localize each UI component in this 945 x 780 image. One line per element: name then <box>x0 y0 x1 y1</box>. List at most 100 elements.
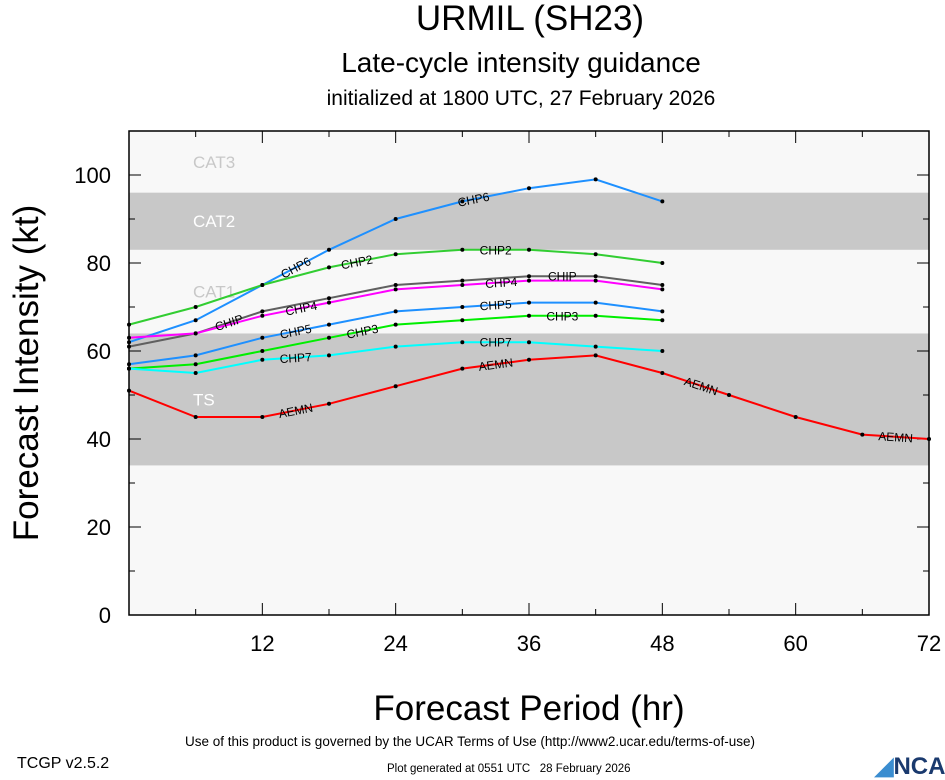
data-point-aemn <box>260 415 265 419</box>
series-label-chp3: CHP3 <box>546 309 578 323</box>
data-point-chp5 <box>393 309 398 314</box>
data-point-chp6 <box>660 199 665 204</box>
data-point-chip <box>393 283 398 287</box>
data-point-chp7 <box>393 344 398 349</box>
x-tick-label: 36 <box>517 631 541 656</box>
data-point-chp3 <box>393 322 398 327</box>
data-point-aemn <box>127 388 131 393</box>
data-point-chp7 <box>527 340 531 345</box>
data-point-chip <box>260 309 265 314</box>
data-point-chp6 <box>460 199 465 204</box>
data-point-chp2 <box>593 252 598 257</box>
data-point-chp3 <box>527 313 531 318</box>
series-label-chp5: CHP5 <box>279 322 313 342</box>
data-point-chip <box>593 274 598 279</box>
data-point-chip <box>127 344 131 349</box>
data-point-chp7 <box>260 357 265 362</box>
data-point-chp4 <box>593 278 598 283</box>
data-point-chp5 <box>660 309 665 314</box>
y-tick-label: 40 <box>87 427 111 452</box>
data-point-chip <box>527 274 531 279</box>
y-axis-label: Forecast Intensity (kt) <box>7 205 46 541</box>
x-tick-label: 48 <box>650 631 674 656</box>
ncar-logo: ◢NCAR <box>875 753 945 780</box>
data-point-aemn <box>593 353 598 358</box>
series-label-aemn: AEMN <box>478 355 514 373</box>
series-label-chp4: CHP4 <box>485 275 518 291</box>
chart-title: URMIL (SH23) <box>416 0 644 38</box>
data-point-aemn <box>793 415 798 419</box>
data-point-chp4 <box>260 313 265 318</box>
data-point-chp5 <box>327 322 331 327</box>
data-point-chp2 <box>527 247 531 252</box>
y-tick-label: 20 <box>87 515 111 540</box>
data-point-chp5 <box>527 300 531 305</box>
data-point-chp5 <box>593 300 598 305</box>
generated-text: Plot generated at 0551 UTC 28 February 2… <box>387 763 631 775</box>
version-label: TCGP v2.5.2 <box>17 755 110 772</box>
data-point-chp2 <box>393 252 398 257</box>
data-point-chp4 <box>460 283 465 287</box>
data-point-chp5 <box>460 305 465 309</box>
data-point-chp7 <box>193 371 198 375</box>
data-point-chp4 <box>393 287 398 292</box>
data-point-chip <box>460 278 465 283</box>
band-cat1 <box>129 249 929 334</box>
data-point-aemn <box>660 371 665 375</box>
data-point-chp6 <box>193 318 198 323</box>
data-point-aemn <box>860 432 865 437</box>
data-point-chp3 <box>460 318 465 323</box>
y-tick-label: 100 <box>74 163 111 188</box>
data-point-chip <box>660 283 665 287</box>
data-point-chp7 <box>660 349 665 353</box>
data-point-chp5 <box>193 353 198 358</box>
data-point-chp3 <box>660 318 665 323</box>
x-tick-label: 60 <box>783 631 807 656</box>
data-point-chp4 <box>127 335 131 340</box>
data-point-chp5 <box>127 362 131 367</box>
data-point-chp6 <box>127 340 131 345</box>
series-label-chp7: CHP7 <box>480 336 512 350</box>
band-label: CAT2 <box>193 212 235 231</box>
series-label-chp6: CHP6 <box>456 190 490 210</box>
data-point-chp6 <box>527 186 531 191</box>
data-point-chp6 <box>593 177 598 182</box>
data-point-chp3 <box>193 362 198 367</box>
data-point-chp7 <box>327 353 331 358</box>
data-point-aemn <box>327 401 331 406</box>
y-tick-label: 0 <box>99 603 111 628</box>
data-point-chp4 <box>660 287 665 292</box>
chart-subtitle2: initialized at 1800 UTC, 27 February 202… <box>327 87 716 110</box>
band-cat2 <box>129 192 929 250</box>
data-point-aemn <box>527 357 531 362</box>
series-label-aemn: AEMN <box>878 429 914 445</box>
data-point-chp3 <box>260 349 265 353</box>
data-point-chp2 <box>460 247 465 252</box>
series-label-chp5: CHP5 <box>479 297 512 313</box>
data-point-chp2 <box>127 322 131 327</box>
data-point-chp3 <box>327 335 331 340</box>
data-point-chp6 <box>393 217 398 221</box>
chart-subtitle: Late-cycle intensity guidance <box>341 47 701 78</box>
series-label-aemn: AEMN <box>277 401 314 421</box>
series-label-chp7: CHP7 <box>279 350 312 366</box>
data-point-chp4 <box>327 300 331 305</box>
data-point-aemn <box>193 415 198 419</box>
series-label-chp4: CHP4 <box>284 299 318 319</box>
data-point-chp2 <box>260 283 265 287</box>
terms-text: Use of this product is governed by the U… <box>185 734 755 749</box>
data-point-chp5 <box>260 335 265 340</box>
band-ts <box>129 333 929 466</box>
data-point-chp7 <box>593 344 598 349</box>
data-point-chp2 <box>327 265 331 270</box>
data-point-aemn <box>927 437 931 441</box>
data-point-chp3 <box>593 313 598 318</box>
x-axis-label: Forecast Period (hr) <box>373 689 684 728</box>
data-point-aemn <box>460 366 465 371</box>
data-point-chp7 <box>460 340 465 345</box>
x-tick-label: 72 <box>917 631 941 656</box>
data-point-chp4 <box>527 278 531 283</box>
data-point-aemn <box>393 384 398 389</box>
